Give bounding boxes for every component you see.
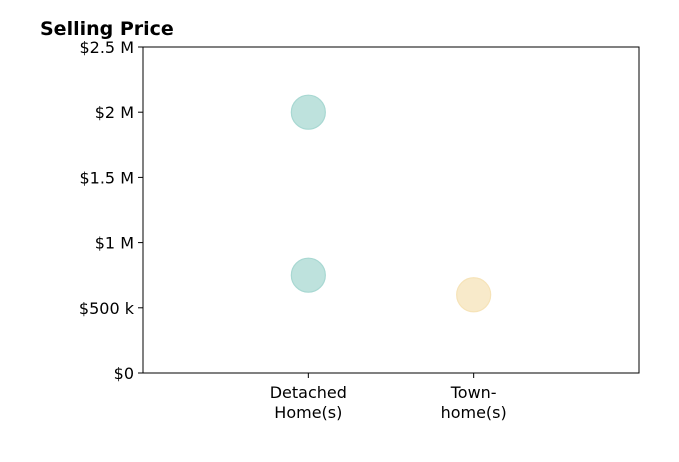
y-tick-label: $500 k	[79, 299, 135, 318]
x-tick-label-line: Town-	[450, 383, 497, 402]
y-tick-label: $1.5 M	[79, 168, 134, 187]
x-tick-label-line: Home(s)	[274, 403, 342, 422]
y-tick-label: $0	[114, 364, 134, 383]
y-tick-label: $1 M	[95, 234, 134, 253]
chart-title: Selling Price	[40, 18, 174, 40]
x-tick-label: Detached Home(s)	[270, 383, 347, 422]
x-tick-label: Town-home(s)	[441, 383, 507, 422]
data-point	[456, 277, 492, 313]
plot-frame	[142, 46, 640, 374]
data-point	[290, 257, 326, 293]
data-point	[290, 94, 326, 130]
y-tick-label: $2 M	[95, 103, 134, 122]
x-tick-label-line: home(s)	[441, 403, 507, 422]
x-tick-label-line: Detached	[270, 383, 347, 402]
y-tick-label: $2.5 M	[79, 38, 134, 57]
